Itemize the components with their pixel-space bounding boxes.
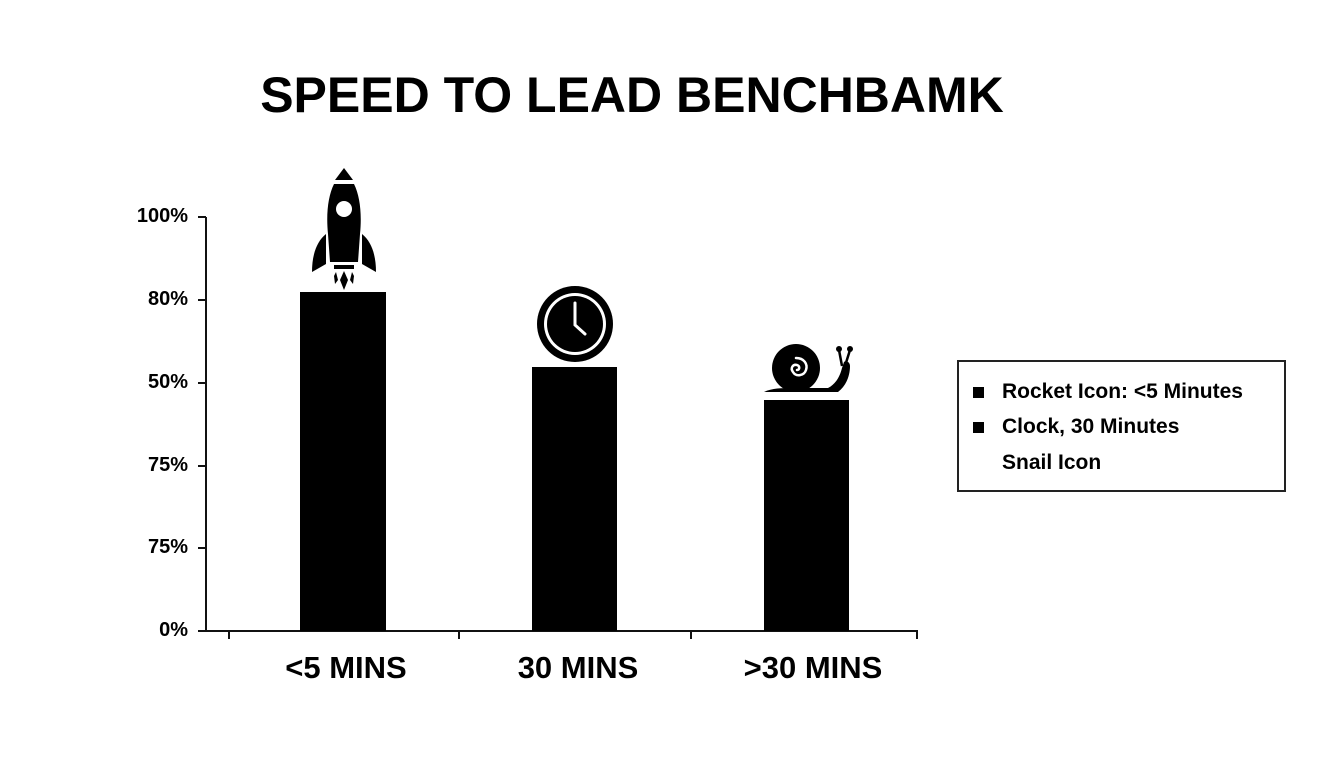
y-tick: [198, 382, 206, 384]
y-tick: [198, 465, 206, 467]
x-category-label: >30 MINS: [743, 650, 883, 685]
x-category-label: <5 MINS: [285, 650, 407, 685]
x-axis-line: [205, 630, 918, 632]
snail-icon: [764, 344, 853, 392]
legend-label: Snail Icon: [1002, 451, 1102, 474]
legend-square-marker: [973, 421, 984, 433]
legend-empty-marker: [973, 458, 984, 469]
y-tick-label: 0%: [159, 619, 188, 641]
bar-30-mins: [532, 367, 617, 631]
legend-item-rocket: Rocket Icon: <5 Minutes: [973, 380, 1243, 404]
chart-title: SPEED TO LEAD BENCHBAMK: [260, 67, 1004, 123]
legend-square-marker: [973, 386, 984, 398]
y-tick: [198, 547, 206, 549]
clock-icon: [537, 286, 613, 362]
y-tick-label: 75%: [147, 454, 188, 476]
x-tick: [690, 631, 692, 639]
y-tick: [198, 299, 206, 301]
x-category-label: 30 MINS: [517, 650, 639, 685]
y-tick-label: 75%: [147, 536, 188, 558]
x-tick: [916, 631, 918, 639]
y-axis-line: [205, 217, 207, 632]
legend: Rocket Icon: <5 Minutes Clock, 30 Minute…: [957, 360, 1286, 492]
bar-over-30-mins: [764, 400, 849, 631]
y-tick-label: 100%: [136, 205, 188, 227]
y-tick: [198, 216, 206, 218]
x-tick: [458, 631, 460, 639]
x-tick: [228, 631, 230, 639]
legend-label: Rocket Icon: <5 Minutes: [1002, 380, 1243, 403]
y-tick: [198, 630, 206, 632]
bar-under-5-mins: [300, 292, 386, 631]
rocket-icon: [312, 168, 376, 290]
legend-label: Clock, 30 Minutes: [1002, 415, 1180, 438]
legend-item-clock: Clock, 30 Minutes: [973, 415, 1179, 439]
y-tick-label: 50%: [147, 371, 188, 393]
y-tick-label: 80%: [147, 288, 188, 310]
legend-item-snail: Snail Icon: [973, 451, 1101, 475]
